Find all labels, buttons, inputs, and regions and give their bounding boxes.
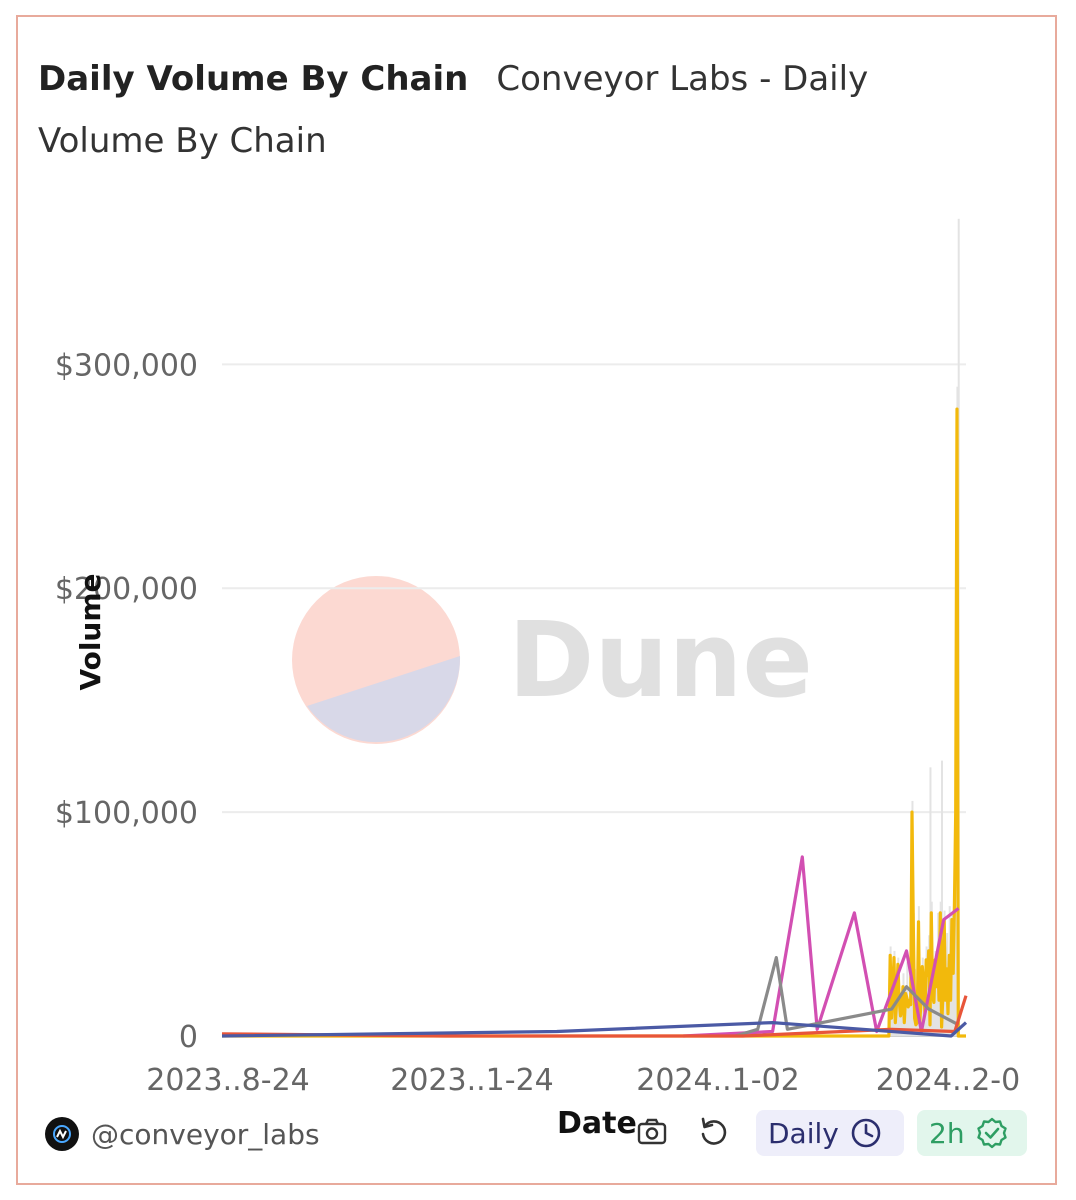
- lines-layer: [221, 407, 968, 1038]
- x-tick-label: 2024..2-0: [876, 1063, 1020, 1098]
- chart-card: [16, 15, 1057, 1185]
- volume-bar: [924, 1004, 927, 1036]
- volume-bar: [941, 760, 944, 1036]
- y-tick-label: $300,000: [55, 348, 198, 383]
- refresh-icon: [701, 1117, 727, 1145]
- volume-bar: [903, 1018, 906, 1036]
- interval-label: Daily: [768, 1116, 839, 1150]
- dune-watermark: Dune: [292, 576, 813, 744]
- handle-text: @conveyor_labs: [91, 1117, 320, 1151]
- chart-title: Daily Volume By Chain: [38, 59, 469, 99]
- x-tick-label: 2024..1-02: [636, 1063, 800, 1098]
- conveyor-logo-icon: [53, 1125, 71, 1143]
- refresh-button[interactable]: [694, 1112, 734, 1152]
- x-tick-label: 2023..8-24: [146, 1063, 310, 1098]
- freshness-label: 2h: [929, 1116, 965, 1150]
- bars-layer: [889, 218, 960, 1037]
- y-tick-label: $200,000: [55, 572, 198, 607]
- interval-selector[interactable]: Daily: [756, 1110, 904, 1156]
- x-axis-label: Date: [557, 1106, 637, 1141]
- clock-icon: [851, 1118, 881, 1148]
- y-tick-label: $100,000: [55, 796, 198, 831]
- camera-icon: [637, 1118, 667, 1145]
- volume-bar: [894, 1013, 897, 1036]
- freshness-badge[interactable]: 2h: [917, 1110, 1027, 1156]
- author-handle[interactable]: @conveyor_labs: [45, 1112, 320, 1156]
- series-line-gray: [734, 955, 960, 1038]
- volume-bar: [901, 1002, 904, 1036]
- volume-bar: [933, 995, 936, 1036]
- y-tick-labels: 0 $100,000 $200,000 $300,000: [55, 348, 198, 1055]
- volume-bar: [952, 968, 955, 1036]
- series-line-magenta: [683, 855, 960, 1038]
- watermark-logo-bottom: [307, 656, 461, 743]
- volume-bar: [890, 1009, 893, 1036]
- chart-header: Daily Volume By Chain Conveyor Labs - Dai…: [38, 48, 938, 172]
- chart-subtitle: Conveyor Labs - Daily Volume By Chain: [38, 59, 869, 161]
- avatar: [45, 1117, 79, 1151]
- x-tick-labels: 2023..8-24 2023..1-24 2024..1-02 2024..2-0: [146, 1063, 1020, 1098]
- volume-bar: [907, 1000, 910, 1036]
- volume-bar: [929, 767, 932, 1036]
- volume-bar: [908, 991, 911, 1036]
- screenshot-button[interactable]: [632, 1112, 672, 1152]
- y-tick-label: 0: [179, 1020, 198, 1055]
- watermark-text: Dune: [508, 599, 813, 721]
- series-line-red: [221, 995, 968, 1038]
- x-tick-label: 2023..1-24: [390, 1063, 554, 1098]
- check-badge-icon: [976, 1117, 1007, 1149]
- volume-bar: [899, 1009, 902, 1036]
- series-line-navy: [221, 1020, 968, 1038]
- volume-bar: [935, 973, 938, 1036]
- y-axis-label: Volume: [74, 573, 107, 690]
